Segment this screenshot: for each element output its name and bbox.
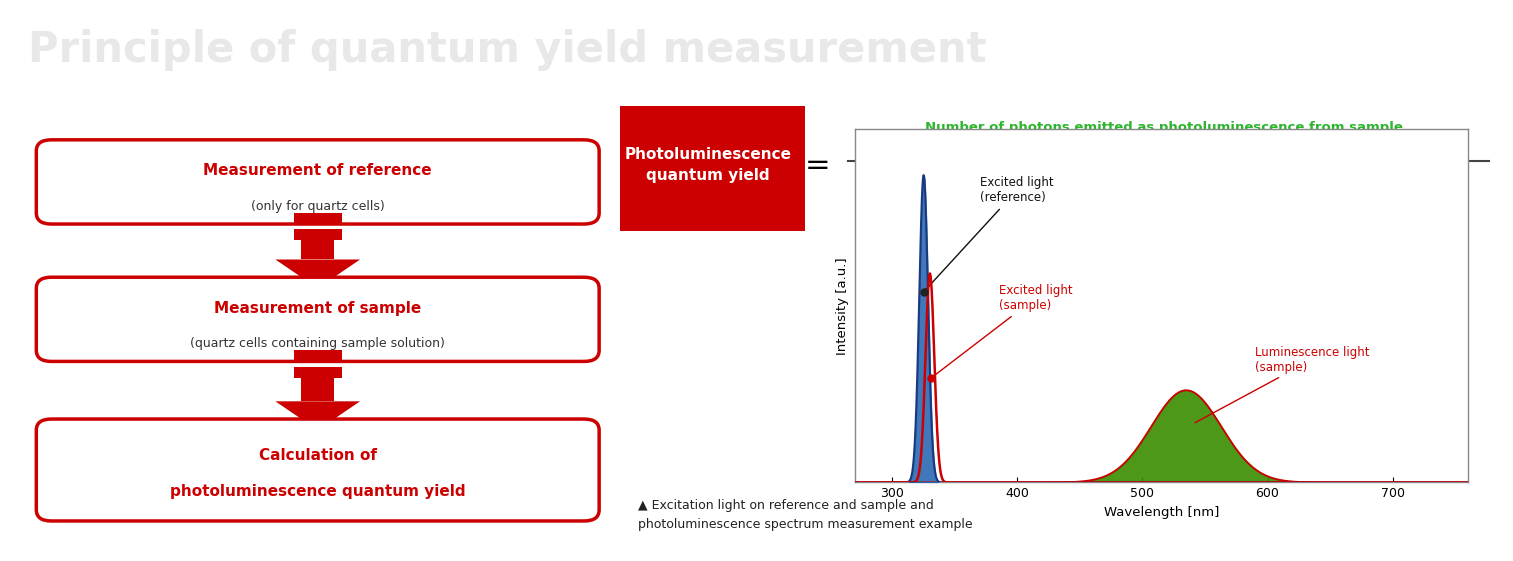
Polygon shape xyxy=(275,260,360,288)
FancyBboxPatch shape xyxy=(36,140,599,224)
FancyBboxPatch shape xyxy=(36,277,599,361)
Text: Photoluminescence
quantum yield: Photoluminescence quantum yield xyxy=(625,148,791,183)
Text: Principle of quantum yield measurement: Principle of quantum yield measurement xyxy=(27,29,986,71)
Text: ▲ Excitation light on reference and sample and
photoluminescence spectrum measur: ▲ Excitation light on reference and samp… xyxy=(638,499,973,531)
Bar xyxy=(294,229,342,241)
Text: photoluminescence quantum yield: photoluminescence quantum yield xyxy=(169,484,466,499)
Bar xyxy=(294,350,342,361)
Text: =: = xyxy=(805,151,831,180)
Text: Excited light
(sample): Excited light (sample) xyxy=(934,284,1073,376)
Y-axis label: Intensity [a.u.]: Intensity [a.u.] xyxy=(837,257,849,355)
FancyBboxPatch shape xyxy=(36,419,599,521)
Text: (quartz cells containing sample solution): (quartz cells containing sample solution… xyxy=(191,337,445,350)
Bar xyxy=(294,213,342,224)
Bar xyxy=(301,241,334,260)
Text: Measurement of reference: Measurement of reference xyxy=(203,163,433,178)
X-axis label: Wavelength [nm]: Wavelength [nm] xyxy=(1103,506,1219,519)
Text: Luminescence light
(sample): Luminescence light (sample) xyxy=(1195,346,1369,423)
Bar xyxy=(294,367,342,378)
Text: Calculation of: Calculation of xyxy=(259,448,377,463)
Polygon shape xyxy=(275,401,360,430)
Text: Number of photons absorbed by sample: Number of photons absorbed by sample xyxy=(1014,195,1315,208)
Text: Excited light
(reference): Excited light (reference) xyxy=(926,177,1053,290)
Text: Number of photons emitted as photoluminescence from sample: Number of photons emitted as photolumine… xyxy=(926,121,1404,134)
Bar xyxy=(301,378,334,401)
FancyBboxPatch shape xyxy=(611,105,805,231)
Text: Measurement of sample: Measurement of sample xyxy=(215,301,421,316)
Text: (only for quartz cells): (only for quartz cells) xyxy=(251,200,384,213)
